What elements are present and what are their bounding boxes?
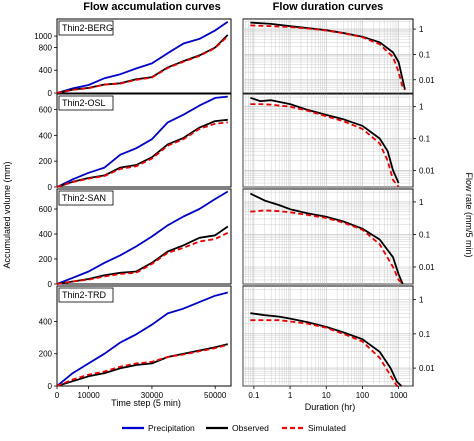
- left-y-axis-label: Accumulated volume (mm): [2, 161, 12, 268]
- y-tick-label: 0: [48, 89, 53, 98]
- series-line-simulated: [56, 121, 228, 188]
- x-tick-label: 50000: [204, 391, 227, 400]
- panel-label: Thin2-SAN: [62, 193, 106, 203]
- left-title: Flow accumulation curves: [83, 1, 221, 13]
- panel-frame: [56, 285, 232, 387]
- panel-label-box: [58, 20, 114, 36]
- legend-label-simulated: Simulated: [308, 423, 346, 433]
- series-line-precipitation: [56, 291, 229, 387]
- x-tick-label: 10: [322, 391, 331, 400]
- y-tick-label: 1000: [34, 32, 52, 41]
- y-tick-label: 200: [39, 255, 53, 264]
- y-tick-label: 200: [39, 350, 53, 359]
- panel-frame: [56, 188, 232, 285]
- left-x-axis-label: Time step (5 min): [111, 398, 181, 408]
- y-tick-label: 400: [39, 230, 53, 239]
- series-line-observed: [56, 34, 229, 94]
- duration-panel: 1 0.1 0.01: [242, 188, 435, 285]
- series-line-observed: [56, 343, 229, 387]
- y-tick-label: 400: [39, 131, 53, 140]
- legend-label-observed: Observed: [232, 423, 269, 433]
- legend: Precipitation Observed Simulated: [122, 423, 346, 433]
- panel-label: Thin2-OSL: [62, 98, 106, 108]
- panel-label-box: [58, 190, 114, 206]
- y-tick-label: 0.1: [419, 50, 431, 59]
- right-y-axis-label: Flow rate (mm/5 min): [464, 172, 474, 257]
- duration-panel: 1 0.1 0.01 0.1 1 10 100 1000: [242, 285, 435, 400]
- x-tick-label: 0.1: [248, 391, 260, 400]
- series-line-simulated: [250, 319, 402, 387]
- y-tick-label: 0: [48, 382, 53, 391]
- y-tick-label: 0.01: [419, 166, 435, 175]
- series-line-observed: [250, 192, 404, 285]
- y-tick-label: 0: [48, 280, 53, 289]
- y-tick-label: 0.1: [419, 135, 431, 144]
- series-line-precipitation: [56, 190, 229, 285]
- panel-frame: [56, 18, 232, 94]
- accumulation-panel: 0 200 400 600 Thin2-OSL: [39, 93, 232, 192]
- panel-frame: [242, 188, 414, 285]
- series-line-simulated: [250, 24, 406, 91]
- x-tick-label: 10000: [78, 391, 101, 400]
- accumulation-panel: 0 200 400 0 10000 30000 50000 Thin2-TRD: [39, 285, 232, 400]
- right-x-axis-label: Duration (hr): [305, 402, 356, 412]
- series-line-observed: [250, 312, 403, 387]
- x-tick-label: 1: [288, 391, 293, 400]
- y-tick-label: 400: [39, 66, 53, 75]
- y-tick-label: 1: [419, 25, 424, 34]
- series-line-observed: [250, 96, 400, 184]
- series-line-simulated: [56, 231, 229, 285]
- panel-label: Thin2-TRD: [62, 290, 107, 300]
- y-tick-label: 0.1: [419, 330, 431, 339]
- y-tick-label: 1: [419, 296, 424, 305]
- x-tick-label: 30000: [141, 391, 164, 400]
- legend-label-precipitation: Precipitation: [148, 423, 195, 433]
- series-line-simulated: [250, 103, 400, 188]
- panel-label-box: [58, 95, 114, 111]
- panel-frame: [242, 93, 414, 188]
- series-line-observed: [56, 118, 228, 188]
- duration-panel: 1 0.1 0.01: [242, 18, 435, 94]
- y-tick-label: 1: [419, 198, 424, 207]
- accumulation-panel: 0 400 800 1000 Thin2-BERG: [34, 18, 232, 98]
- y-tick-label: 0.01: [419, 364, 435, 373]
- y-tick-label: 0: [48, 183, 53, 192]
- y-tick-label: 0.01: [419, 76, 435, 85]
- y-tick-label: 200: [39, 157, 53, 166]
- series-line-precipitation: [56, 95, 228, 188]
- y-tick-label: 0.01: [419, 263, 435, 272]
- duration-panel: 1 0.1 0.01: [242, 93, 435, 188]
- x-tick-label: 1000: [390, 391, 408, 400]
- right-title: Flow duration curves: [273, 1, 384, 13]
- y-tick-label: 800: [39, 43, 53, 52]
- y-tick-label: 600: [39, 205, 53, 214]
- series-line-observed: [56, 225, 229, 285]
- y-tick-label: 400: [39, 317, 53, 326]
- panel-label: Thin2-BERG: [62, 23, 113, 33]
- series-line-simulated: [56, 35, 229, 94]
- panel-frame: [56, 93, 232, 188]
- series-line-simulated: [250, 209, 404, 285]
- y-tick-label: 1: [419, 103, 424, 112]
- x-tick-label: 0: [55, 391, 60, 400]
- series-line-observed: [250, 21, 406, 91]
- panel-label-box: [58, 287, 114, 303]
- series-line-precipitation: [56, 21, 229, 94]
- y-tick-label: 0.1: [419, 230, 431, 239]
- series-line-simulated: [56, 344, 229, 387]
- accumulation-panel: 0 200 400 600 Thin2-SAN: [39, 188, 232, 289]
- panels: 04008001000Thin2-BERG0200400600Thin2-OSL…: [34, 18, 435, 400]
- y-tick-label: 600: [39, 106, 53, 115]
- x-tick-label: 100: [356, 391, 370, 400]
